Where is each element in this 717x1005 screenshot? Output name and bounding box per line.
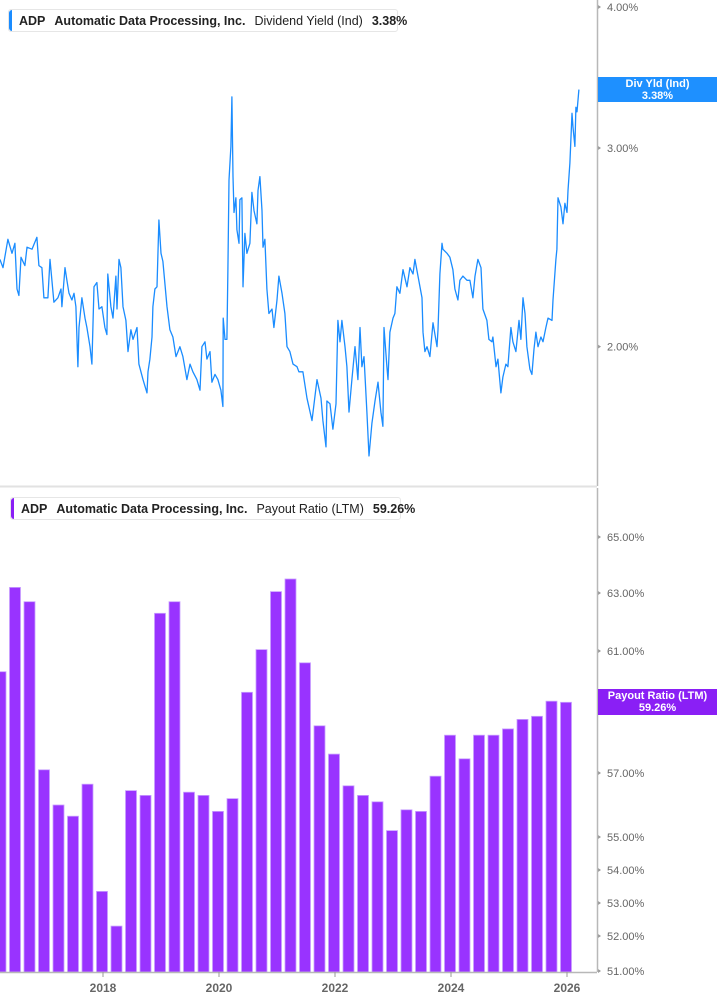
payout-bar[interactable] <box>270 591 282 973</box>
dividend-yield-panel: 4.00% 3.00% 2.00% <box>0 0 638 486</box>
payout-bar[interactable] <box>23 601 36 973</box>
legend-value: 3.38% <box>371 13 408 28</box>
y-tick-mark <box>598 146 601 150</box>
y-tick-label: 57.00% <box>607 768 645 780</box>
payout-bar[interactable] <box>38 769 50 973</box>
y-tick-label: 52.00% <box>607 931 645 943</box>
tag-value: 59.26% <box>638 702 677 714</box>
payout-bar[interactable] <box>458 758 471 973</box>
y-tick-mark <box>598 771 601 775</box>
legend-company: Automatic Data Processing, Inc. <box>56 501 248 516</box>
payout-ratio-panel: 65.00%63.00%61.00%59.00%57.00%55.00%54.0… <box>0 488 645 995</box>
y-tick-mark <box>598 344 601 349</box>
y-tick-label: 61.00% <box>607 646 645 658</box>
dividend-yield-value-tag: Div Yld (Ind) 3.38% <box>598 77 717 102</box>
payout-bar[interactable] <box>139 795 152 973</box>
payout-bar[interactable] <box>444 734 456 973</box>
dividend-yield-legend: ADP Automatic Data Processing, Inc. Divi… <box>8 9 407 32</box>
payout-bar[interactable] <box>545 700 558 973</box>
y-tick-label: 63.00% <box>607 588 645 600</box>
payout-bar[interactable] <box>110 925 123 973</box>
payout-bar[interactable] <box>52 804 65 973</box>
y-tick-label: 53.00% <box>607 898 645 910</box>
payout-bar[interactable] <box>299 662 311 973</box>
y-tick-label: 65.00% <box>607 532 645 544</box>
payout-bar[interactable] <box>429 775 442 973</box>
tag-value: 3.38% <box>641 90 674 102</box>
payout-bar[interactable] <box>560 701 572 973</box>
legend-ticker: ADP <box>19 13 46 28</box>
tag-label: Div Yld (Ind) <box>625 78 690 90</box>
payout-bar[interactable] <box>400 809 413 973</box>
y-tick-mark <box>598 835 601 839</box>
legend-company: Automatic Data Processing, Inc. <box>54 13 246 28</box>
payout-bar[interactable] <box>516 719 529 973</box>
payout-bar[interactable] <box>226 798 239 973</box>
y-tick-label: 55.00% <box>607 832 645 844</box>
payout-bar[interactable] <box>487 734 500 973</box>
legend-ticker: ADP <box>21 501 48 516</box>
payout-bar[interactable] <box>415 811 427 973</box>
dividend-yield-line <box>0 89 580 457</box>
payout-bar[interactable] <box>241 691 253 973</box>
payout-bar[interactable] <box>125 790 137 973</box>
y-tick-mark <box>598 649 601 653</box>
y-tick-label: 2.00% <box>607 342 638 354</box>
legend-value: 59.26% <box>372 501 416 516</box>
y-tick-mark <box>598 901 601 905</box>
payout-bar[interactable] <box>0 671 7 973</box>
payout-bar[interactable] <box>67 815 79 973</box>
payout-bar[interactable] <box>81 783 94 973</box>
payout-bar[interactable] <box>531 715 543 973</box>
x-tick-label: 2018 <box>90 981 117 995</box>
payout-bar[interactable] <box>168 601 181 973</box>
payout-bar[interactable] <box>386 830 398 973</box>
legend-color-marker <box>11 498 14 519</box>
payout-bar[interactable] <box>342 785 355 973</box>
payout-bar[interactable] <box>197 795 210 973</box>
payout-bar[interactable] <box>183 791 195 973</box>
x-tick-label: 2024 <box>438 981 465 995</box>
payout-bar[interactable] <box>357 795 369 973</box>
payout-bar[interactable] <box>371 801 384 973</box>
x-tick-label: 2022 <box>322 981 349 995</box>
legend-metric: Payout Ratio (LTM) <box>256 501 364 516</box>
payout-bar[interactable] <box>328 753 340 973</box>
payout-ratio-value-tag: Payout Ratio (LTM) 59.26% <box>598 689 717 715</box>
payout-bar[interactable] <box>9 587 21 973</box>
payout-bar[interactable] <box>255 649 268 973</box>
y-tick-mark <box>598 591 601 595</box>
payout-bar[interactable] <box>96 891 108 973</box>
payout-bar[interactable] <box>284 578 297 973</box>
payout-bar[interactable] <box>502 728 514 973</box>
y-tick-label: 51.00% <box>607 966 645 978</box>
payout-bar[interactable] <box>473 734 485 973</box>
y-tick-mark <box>598 535 601 539</box>
y-tick-mark <box>598 934 601 938</box>
y-tick-mark <box>598 868 601 872</box>
tag-label: Payout Ratio (LTM) <box>607 690 708 702</box>
y-tick-label: 4.00% <box>607 2 638 14</box>
x-tick-label: 2020 <box>206 981 233 995</box>
payout-bar[interactable] <box>313 725 326 973</box>
payout-bar[interactable] <box>154 612 166 973</box>
y-tick-mark <box>598 5 601 10</box>
y-tick-mark <box>598 969 601 973</box>
legend-metric: Dividend Yield (Ind) <box>254 13 363 28</box>
legend-color-marker <box>9 10 12 31</box>
payout-ratio-legend: ADP Automatic Data Processing, Inc. Payo… <box>10 497 415 520</box>
x-tick-label: 2026 <box>554 981 581 995</box>
y-tick-label: 3.00% <box>607 143 638 155</box>
y-tick-label: 54.00% <box>607 865 645 877</box>
payout-bar[interactable] <box>212 811 224 973</box>
